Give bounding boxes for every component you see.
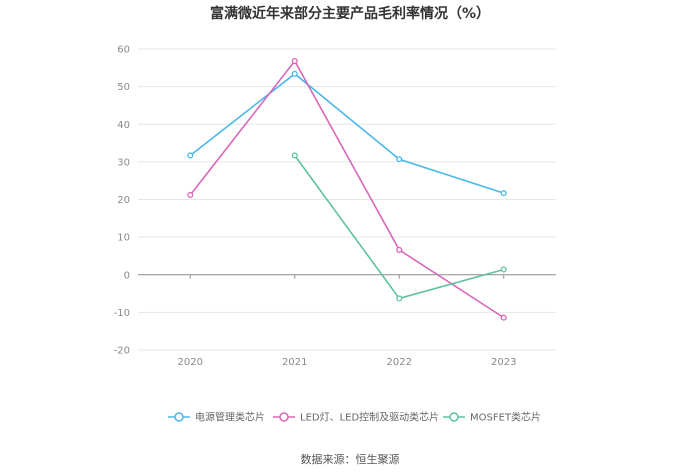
series-2 bbox=[187, 57, 507, 321]
legend-label: LED灯、LED控制及驱动类芯片 bbox=[300, 411, 439, 424]
series-layer bbox=[187, 57, 507, 321]
series-line bbox=[189, 72, 504, 194]
x-tick-label: 2023 bbox=[491, 357, 516, 368]
x-tick-label: 2021 bbox=[282, 357, 307, 368]
data-point[interactable] bbox=[291, 152, 298, 159]
legend-marker-icon bbox=[449, 412, 459, 422]
legend-marker-icon bbox=[174, 412, 184, 422]
y-tick-label: 30 bbox=[117, 157, 130, 168]
data-point[interactable] bbox=[291, 57, 298, 65]
y-tick-label: 50 bbox=[117, 82, 130, 93]
series-1 bbox=[187, 70, 507, 197]
data-point[interactable] bbox=[187, 191, 194, 199]
y-tick-label: -20 bbox=[114, 346, 130, 357]
axes: -20 -10 0 10 20 30 40 50 60 2020 2021 2022 2023 bbox=[114, 45, 556, 368]
chart-title: 富满微近年来部分主要产品毛利率情况（%） bbox=[210, 5, 490, 22]
legend-marker-icon bbox=[279, 412, 289, 422]
legend-label: 电源管理类芯片 bbox=[195, 411, 265, 424]
x-tick-label: 2020 bbox=[178, 357, 203, 368]
grid-lines bbox=[138, 48, 556, 351]
source-note: 数据来源：恒生聚源 bbox=[301, 452, 400, 466]
y-tick-label: 0 bbox=[124, 270, 130, 281]
y-tick-label: -10 bbox=[114, 308, 130, 319]
y-tick-label: 10 bbox=[117, 233, 130, 244]
legend-label: MOSFET类芯片 bbox=[470, 411, 541, 424]
data-point[interactable] bbox=[500, 266, 507, 273]
y-tick-label: 20 bbox=[117, 195, 130, 206]
series-line bbox=[189, 59, 505, 319]
y-tick-label: 60 bbox=[117, 45, 130, 56]
legend-item-3[interactable]: MOSFET类芯片 bbox=[443, 411, 541, 424]
data-point[interactable] bbox=[396, 295, 403, 302]
data-point[interactable] bbox=[396, 156, 403, 163]
series-3 bbox=[291, 152, 507, 302]
data-point[interactable] bbox=[500, 190, 507, 197]
data-point[interactable] bbox=[396, 246, 403, 253]
y-tick-label: 40 bbox=[117, 120, 130, 131]
legend-item-2[interactable]: LED灯、LED控制及驱动类芯片 bbox=[273, 411, 439, 424]
x-tick-label: 2022 bbox=[387, 357, 412, 368]
legend: 电源管理类芯片 LED灯、LED控制及驱动类芯片 MOSFET类芯片 bbox=[168, 411, 541, 424]
data-point[interactable] bbox=[500, 314, 507, 321]
data-point[interactable] bbox=[187, 152, 194, 159]
data-point[interactable] bbox=[291, 70, 298, 77]
legend-item-1[interactable]: 电源管理类芯片 bbox=[168, 411, 265, 424]
